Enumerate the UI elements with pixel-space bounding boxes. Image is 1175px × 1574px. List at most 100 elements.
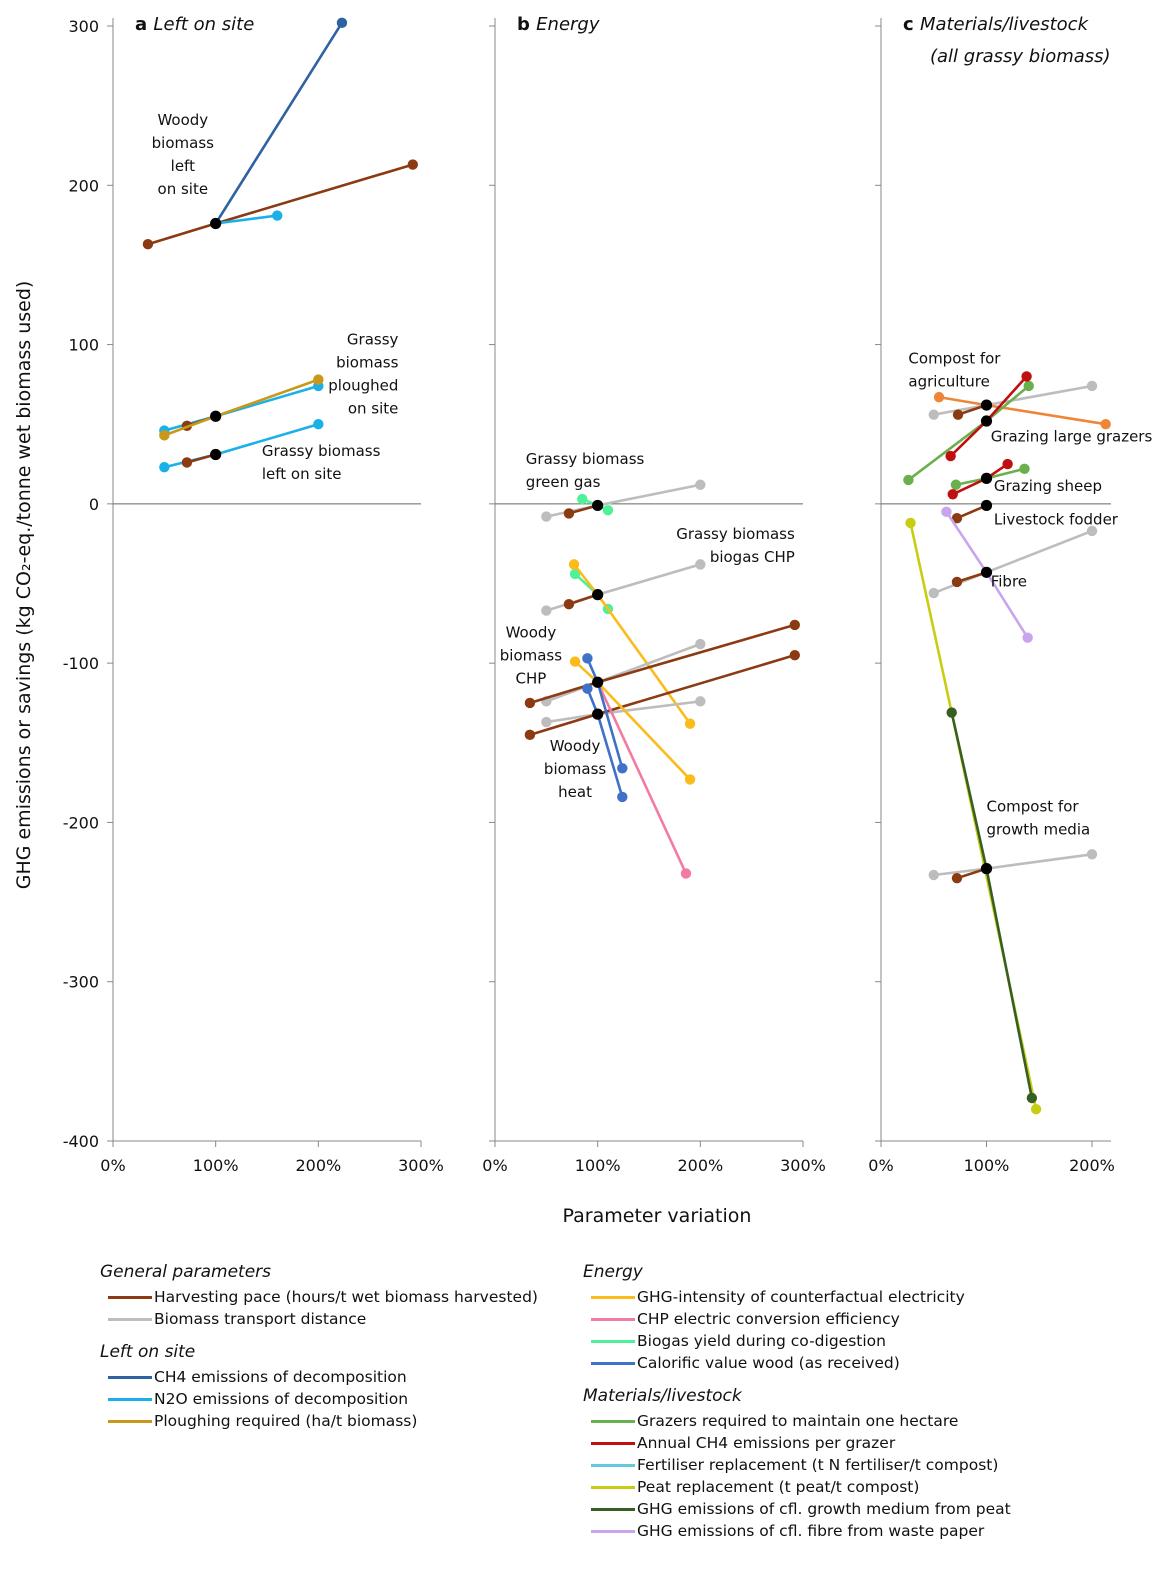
legend-item: Peat replacement (t peat/t compost) — [583, 1476, 1011, 1498]
panel-title-text: Energy — [536, 14, 600, 35]
legend-label: Biomass transport distance — [154, 1310, 367, 1328]
annotation-label: left on site — [262, 465, 342, 483]
legend-item: Calorific value wood (as received) — [583, 1352, 1011, 1374]
panel-title-text: Materials/livestock — [920, 14, 1090, 35]
data-point-harvest — [952, 409, 964, 420]
legend-swatch — [591, 1529, 635, 1533]
data-point-harvest — [407, 159, 418, 170]
annotation-label: Livestock fodder — [994, 511, 1119, 529]
legend-label: Harvesting pace (hours/t wet biomass har… — [154, 1288, 538, 1306]
data-point-harvest — [789, 619, 800, 631]
legend-swatch — [591, 1317, 635, 1321]
data-point-ch4 — [336, 17, 348, 29]
annotation-label: on site — [158, 180, 209, 198]
panel-letter: b — [517, 14, 536, 35]
data-point-calorific — [617, 791, 628, 803]
panel-title: b Energy — [517, 14, 600, 35]
series-line-plough — [163, 378, 319, 437]
data-point-electricity — [568, 559, 580, 570]
legend-heading: Materials/livestock — [583, 1386, 742, 1406]
data-point-transport — [541, 716, 552, 728]
legend-label: N2O emissions of decomposition — [154, 1390, 409, 1408]
data-point-grazers — [903, 474, 914, 486]
data-point-harvest — [951, 576, 963, 588]
data-point-transport — [1086, 525, 1098, 537]
annotation-label: Woody — [550, 737, 601, 755]
data-point-plough — [159, 430, 170, 441]
base-point — [592, 589, 604, 601]
series-line-transport — [546, 700, 701, 724]
annotation-label: biomass — [336, 354, 398, 372]
x-tick-label: 100% — [964, 1156, 1010, 1175]
base-point — [980, 399, 993, 411]
x-tick-label: 200% — [1069, 1156, 1115, 1175]
annotation-label: agriculture — [908, 373, 989, 391]
data-point-transport — [928, 587, 939, 599]
data-point-cflpeat — [1026, 1092, 1038, 1104]
legend-swatch — [591, 1441, 635, 1445]
base-point — [592, 499, 604, 512]
base-point — [592, 708, 604, 720]
legend-label: CHP electric conversion efficiency — [637, 1310, 900, 1328]
series-line-ch4 — [214, 22, 344, 225]
y-tick-label: 200 — [68, 176, 99, 195]
data-point-transport — [695, 638, 706, 650]
data-point-electricity — [684, 718, 696, 729]
annotation-label: biomass — [152, 134, 214, 152]
data-point-n2o — [159, 462, 170, 473]
legend-item: Grazers required to maintain one hectare — [583, 1410, 1011, 1432]
y-tick-label: 0 — [89, 495, 99, 514]
x-axis-label: Parameter variation — [563, 1205, 752, 1227]
panel-b: 0% 100% 200% 300% b Energy Grassy biomass gree… — [482, 14, 826, 1175]
legend-item: CHP electric conversion efficiency — [583, 1308, 1011, 1330]
data-point-biogas — [602, 505, 614, 516]
data-point-peat — [905, 517, 916, 529]
x-tick-label: 100% — [575, 1156, 621, 1175]
x-tick-label: 0% — [482, 1156, 507, 1175]
series-line-transport — [933, 852, 1093, 877]
legend-label: Grazers required to maintain one hectare — [637, 1412, 959, 1430]
x-tick-label: 200% — [677, 1156, 723, 1175]
series-line-harvest — [147, 163, 414, 246]
legend-group: Left on site CH4 emissions of decompositi… — [100, 1342, 538, 1432]
panel-letter: a — [135, 14, 153, 35]
base-point — [980, 415, 993, 427]
data-point-peat — [1030, 1103, 1042, 1115]
data-point-electricity — [569, 656, 581, 667]
y-tick-label: -100 — [63, 654, 99, 673]
data-point-harvest — [524, 729, 536, 741]
data-point-ch4graze — [1002, 458, 1013, 470]
legend-heading: General parameters — [100, 1262, 272, 1282]
annotation-label: Grassy — [347, 331, 399, 349]
data-point-plough — [313, 374, 324, 385]
data-point-compost_other — [1100, 419, 1111, 430]
legend-left: General parameters Harvesting pace (hours… — [100, 1262, 538, 1444]
legend-group: General parameters Harvesting pace (hours… — [100, 1262, 538, 1330]
data-point-ch4graze — [945, 450, 956, 462]
legend-swatch — [108, 1375, 152, 1379]
data-point-harvest — [142, 239, 154, 250]
annotation-label: green gas — [526, 473, 601, 491]
legend-swatch — [591, 1419, 635, 1423]
legend-label: CH4 emissions of decomposition — [154, 1368, 407, 1386]
annotation-label: biogas CHP — [710, 548, 795, 566]
data-point-transport — [541, 511, 552, 522]
data-point-harvest — [563, 508, 575, 519]
data-point-harvest — [524, 697, 536, 709]
data-point-paper — [941, 506, 952, 518]
series-line-harvest — [529, 623, 796, 705]
annotation-label: Grassy biomass — [262, 442, 381, 460]
legend-swatch — [591, 1507, 635, 1511]
legend-swatch — [108, 1317, 152, 1321]
base-point — [210, 217, 222, 230]
data-point-transport — [541, 605, 552, 616]
series-line-compost_other — [938, 395, 1106, 426]
x-tick-label: 300% — [398, 1156, 444, 1175]
legend-item: Biogas yield during co-digestion — [583, 1330, 1011, 1352]
data-point-n2o — [313, 419, 324, 430]
annotation-label: Grassy biomass — [526, 450, 645, 468]
legend-label: GHG emissions of cfl. fibre from waste p… — [637, 1522, 985, 1540]
base-point — [210, 410, 222, 422]
